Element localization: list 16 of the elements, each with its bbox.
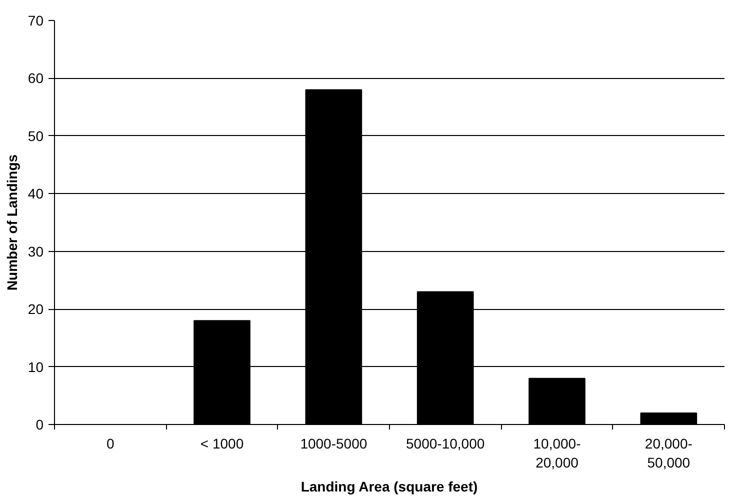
x-tick-label: 20,000- 50,000 — [644, 436, 693, 471]
x-tick-label: < 1000 — [200, 436, 244, 452]
y-tick-label: 40 — [28, 186, 44, 202]
y-tick-label: 60 — [28, 70, 44, 86]
x-tick-label: 1000-5000 — [300, 436, 368, 452]
y-tick-label: 10 — [28, 358, 44, 375]
x-tick-label: 0 — [106, 436, 114, 452]
y-tick-label: 20 — [28, 301, 44, 318]
x-tick-label: 5000-10,000 — [406, 436, 485, 452]
y-tick-label: 50 — [28, 128, 44, 144]
x-tick-label: 10,000- 20,000 — [533, 436, 582, 471]
y-tick-label: 0 — [36, 416, 44, 432]
y-tick-label: 70 — [28, 12, 44, 28]
y-tick-label: 30 — [28, 243, 44, 260]
x-axis-title: Landing Area (square feet) — [300, 478, 478, 495]
y-axis-title: Number of Landings — [4, 154, 20, 291]
